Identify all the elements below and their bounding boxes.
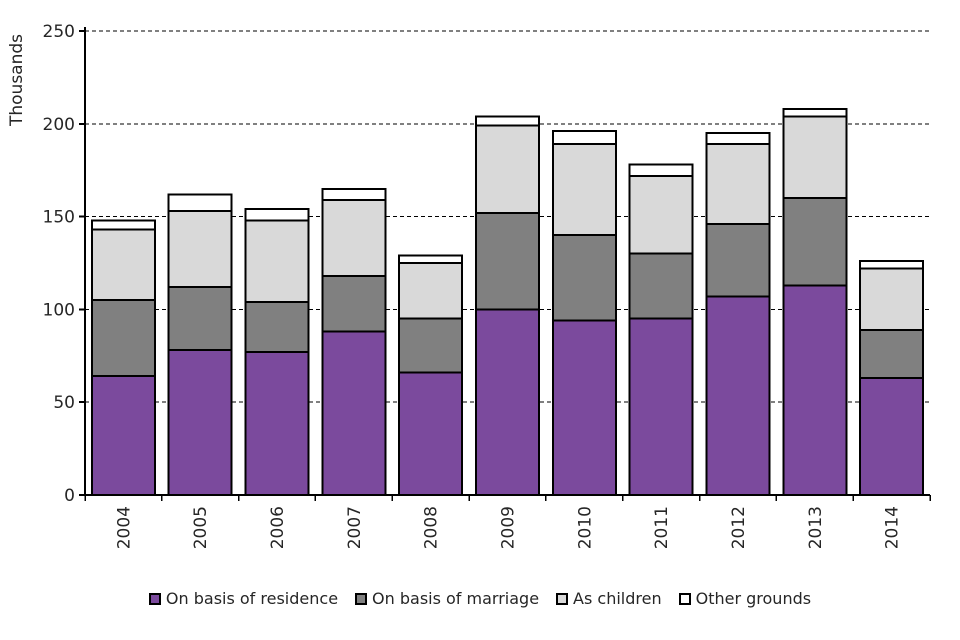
legend-item-on-basis-of-marriage: On basis of marriage bbox=[355, 589, 539, 608]
bar-segment-marriage bbox=[551, 234, 617, 322]
bar-segment-residence bbox=[551, 319, 617, 497]
legend-swatch-on-basis-of-marriage bbox=[355, 592, 368, 605]
bar-segment-marriage bbox=[167, 286, 233, 352]
y-axis-tick-label: 50 bbox=[53, 393, 75, 413]
legend-swatch-on-basis-of-residence bbox=[148, 592, 161, 605]
bar-segment-residence bbox=[782, 284, 848, 496]
bar-segment-other bbox=[475, 115, 540, 127]
bar-segment-other bbox=[628, 163, 694, 177]
legend-item-as-children: As children bbox=[556, 589, 662, 608]
legend-item-on-basis-of-residence: On basis of residence bbox=[148, 589, 339, 608]
bar-segment-children bbox=[398, 262, 464, 320]
bar-segment-marriage bbox=[90, 299, 156, 378]
bar-segment-other bbox=[551, 130, 617, 146]
bar-segment-marriage bbox=[859, 328, 925, 380]
bar-segment-residence bbox=[859, 377, 925, 496]
x-axis-category-label: 2014 bbox=[883, 506, 903, 549]
y-axis-tick-label: 100 bbox=[43, 300, 75, 320]
bar-segment-marriage bbox=[321, 274, 387, 333]
chart-legend: On basis of residence On basis of marriag… bbox=[0, 589, 960, 608]
bar-segment-children bbox=[551, 143, 617, 237]
legend-label: As children bbox=[573, 589, 662, 608]
y-axis-tick-label: 250 bbox=[43, 22, 75, 42]
bar-segment-marriage bbox=[782, 197, 848, 287]
bar-segment-other bbox=[782, 107, 848, 118]
legend-label: On basis of residence bbox=[165, 589, 339, 608]
bar-segment-children bbox=[859, 267, 925, 331]
bar-segment-residence bbox=[167, 349, 233, 496]
x-axis-category-label: 2005 bbox=[191, 506, 211, 549]
bar-segment-other bbox=[398, 254, 464, 265]
bar-segment-marriage bbox=[628, 252, 694, 320]
bar-segment-marriage bbox=[705, 223, 771, 298]
x-axis-category-label: 2009 bbox=[499, 506, 519, 549]
x-axis-category-label: 2013 bbox=[806, 506, 826, 549]
bar-segment-other bbox=[90, 219, 156, 231]
bar-segment-children bbox=[167, 210, 233, 289]
bar-segment-residence bbox=[398, 371, 464, 496]
bar-segment-children bbox=[244, 219, 310, 303]
bar-segment-other bbox=[705, 132, 771, 146]
y-axis-tick-label: 0 bbox=[64, 486, 75, 506]
bar-segment-residence bbox=[244, 351, 310, 497]
bar-segment-other bbox=[321, 187, 387, 201]
bar-segment-residence bbox=[628, 317, 694, 496]
legend-label: Other grounds bbox=[695, 589, 812, 608]
x-axis-category-label: 2010 bbox=[575, 506, 595, 549]
bar-segment-other bbox=[244, 208, 310, 222]
bar-segment-children bbox=[782, 115, 848, 200]
bar-segment-marriage bbox=[398, 317, 464, 374]
bar-segment-children bbox=[628, 174, 694, 255]
y-axis-tick-label: 150 bbox=[43, 208, 75, 228]
x-axis-category-label: 2012 bbox=[729, 506, 749, 549]
bar-segment-marriage bbox=[475, 211, 540, 311]
bar-segment-other bbox=[167, 193, 233, 213]
legend-swatch-other-grounds bbox=[678, 592, 691, 605]
bar-segment-children bbox=[90, 228, 156, 302]
y-axis-tick-label: 200 bbox=[43, 115, 75, 135]
bar-segment-residence bbox=[90, 375, 156, 496]
bar-segment-children bbox=[321, 198, 387, 277]
bar-segment-marriage bbox=[244, 300, 310, 354]
bar-segment-children bbox=[705, 143, 771, 226]
x-axis-category-label: 2007 bbox=[345, 506, 365, 549]
legend-label: On basis of marriage bbox=[372, 589, 540, 608]
legend-swatch-as-children bbox=[556, 592, 569, 605]
bar-segment-residence bbox=[705, 295, 771, 496]
bar-segment-residence bbox=[475, 308, 540, 496]
bar-segment-residence bbox=[321, 330, 387, 496]
x-axis-category-label: 2011 bbox=[652, 506, 672, 549]
y-axis-title: Thousands bbox=[7, 34, 27, 127]
x-axis-category-label: 2006 bbox=[268, 506, 288, 549]
legend-item-other-grounds: Other grounds bbox=[678, 589, 812, 608]
x-axis-category-label: 2008 bbox=[422, 506, 442, 549]
x-axis-category-label: 2004 bbox=[114, 506, 134, 549]
bar-segment-other bbox=[859, 260, 925, 270]
bar-segment-children bbox=[475, 124, 540, 214]
